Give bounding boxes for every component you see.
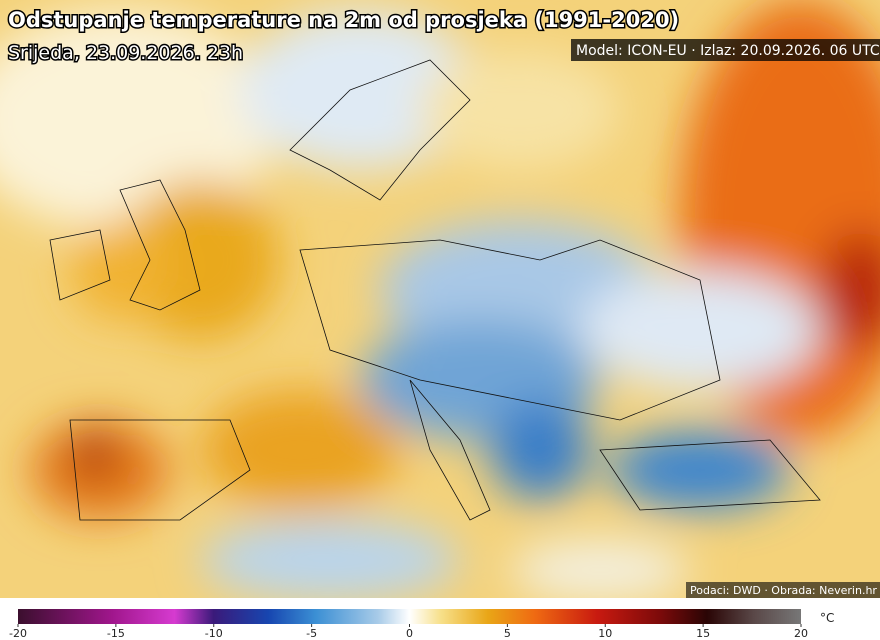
colorbar-unit: °C — [820, 611, 834, 625]
colorbar-tick-label: -10 — [205, 627, 223, 640]
info-box — [571, 39, 880, 61]
credits: Podaci: DWD · Obrada: Neverin.hr — [690, 584, 877, 597]
colorbar-tick-label: 0 — [406, 627, 413, 640]
colorbar-tick-label: -20 — [9, 627, 27, 640]
model-info: Model: ICON-EU · Izlaz: 20.09.2026. 06 U… — [576, 43, 880, 59]
colorbar-tick-label: 20 — [794, 627, 808, 640]
title: Odstupanje temperature na 2m od prosjeka… — [8, 8, 679, 32]
credits-box — [686, 582, 880, 598]
colorbar-tick-label: 15 — [696, 627, 710, 640]
colorbar-tick-label: -5 — [306, 627, 317, 640]
map — [0, 0, 880, 598]
colorbar-tick-label: 5 — [504, 627, 511, 640]
colorbar-tick-label: -15 — [107, 627, 125, 640]
colorbar-tick-label: 10 — [598, 627, 612, 640]
subtitle: Srijeda, 23.09.2026. 23h — [8, 42, 243, 64]
colorbar — [18, 609, 801, 624]
